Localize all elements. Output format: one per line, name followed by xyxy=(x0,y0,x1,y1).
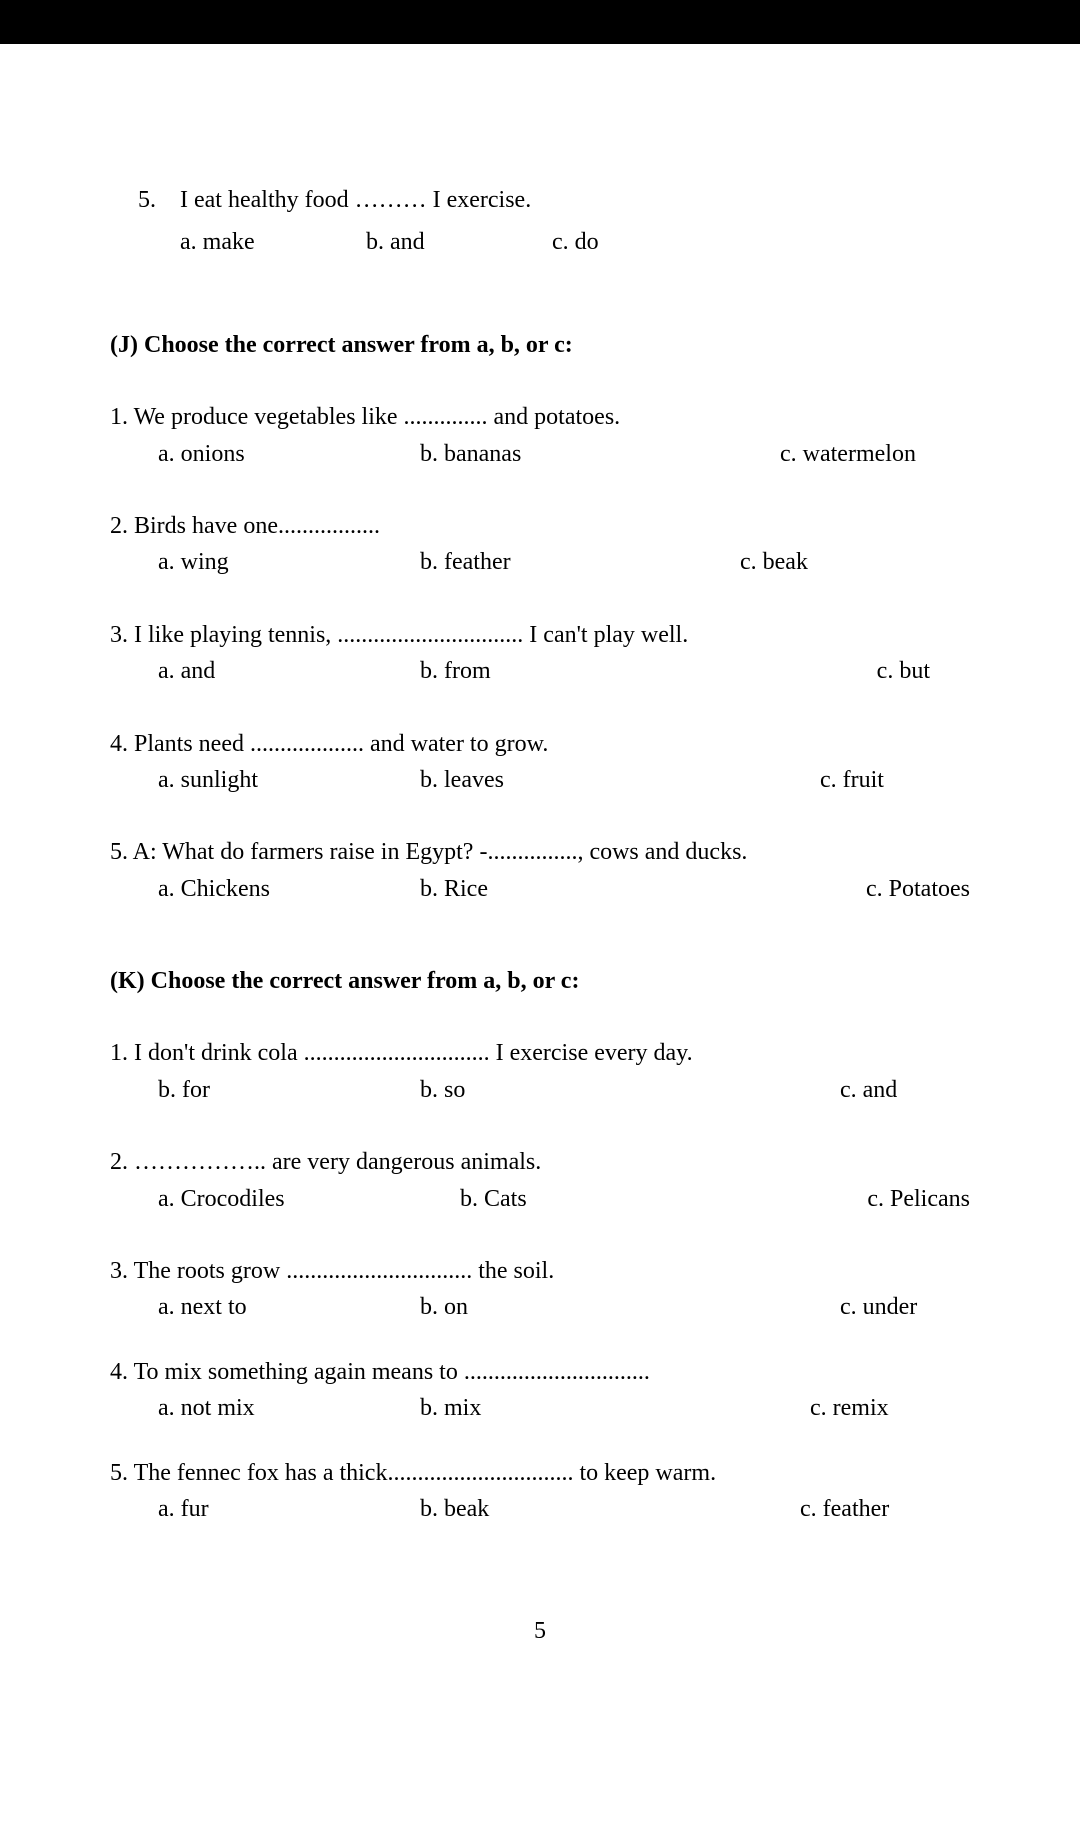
question-text: 1. We produce vegetables like ..........… xyxy=(110,401,970,433)
question-text: 2. …………….. are very dangerous animals. xyxy=(110,1146,970,1178)
option-b: b. beak xyxy=(420,1493,740,1525)
option-a: a. Crocodiles xyxy=(110,1183,420,1215)
option-b: b. and xyxy=(366,226,546,258)
option-b: b. bananas xyxy=(420,438,740,470)
question-text: 1. I don't drink cola ..................… xyxy=(110,1037,970,1069)
options-row: a. Chickens b. Rice c. Potatoes xyxy=(110,873,970,905)
section-k-heading: (K) Choose the correct answer from a, b,… xyxy=(110,965,970,997)
option-a: a. next to xyxy=(110,1291,420,1323)
question-j2: 2. Birds have one................. a. wi… xyxy=(110,510,970,579)
viewer-top-bar xyxy=(0,0,1080,44)
option-c: c. and xyxy=(740,1074,970,1106)
option-b: b. leaves xyxy=(420,764,740,796)
worksheet-page: 5. I eat healthy food ……… I exercise. a.… xyxy=(0,44,1080,1829)
option-b: b. mix xyxy=(420,1392,740,1424)
question-j1: 1. We produce vegetables like ..........… xyxy=(110,401,970,470)
question-top-5: 5. I eat healthy food ……… I exercise. xyxy=(110,184,970,216)
question-text: 5. The fennec fox has a thick...........… xyxy=(110,1457,970,1489)
option-b: b. feather xyxy=(420,546,740,578)
options-row: a. not mix b. mix c. remix xyxy=(110,1392,970,1424)
question-text: 3. The roots grow ......................… xyxy=(110,1255,970,1287)
section-j-heading: (J) Choose the correct answer from a, b,… xyxy=(110,329,970,361)
option-c: c. feather xyxy=(740,1493,970,1525)
question-text: 3. I like playing tennis, ..............… xyxy=(110,619,970,651)
question-k4: 4. To mix something again means to .....… xyxy=(110,1356,970,1425)
options-row: a. and b. from c. but xyxy=(110,655,970,687)
option-a: a. onions xyxy=(110,438,420,470)
option-a: a. fur xyxy=(110,1493,420,1525)
option-a: a. wing xyxy=(110,546,420,578)
option-c: c. but xyxy=(740,655,970,687)
question-k2: 2. …………….. are very dangerous animals. a… xyxy=(110,1146,970,1215)
option-c: c. beak xyxy=(740,546,970,578)
page-number: 5 xyxy=(110,1615,970,1647)
question-j5: 5. A: What do farmers raise in Egypt? -.… xyxy=(110,836,970,905)
question-k3: 3. The roots grow ......................… xyxy=(110,1255,970,1324)
option-b: b. from xyxy=(420,655,740,687)
option-c: c. remix xyxy=(740,1392,970,1424)
question-text: 4. To mix something again means to .....… xyxy=(110,1356,970,1388)
option-c: c. Pelicans xyxy=(740,1183,970,1215)
options-row: b. for b. so c. and xyxy=(110,1074,970,1106)
option-a: a. make xyxy=(180,226,360,258)
options-row: a. fur b. beak c. feather xyxy=(110,1493,970,1525)
options-row: a. onions b. bananas c. watermelon xyxy=(110,438,970,470)
option-a: a. Chickens xyxy=(110,873,420,905)
option-c: c. fruit xyxy=(740,764,970,796)
options-row: a. next to b. on c. under xyxy=(110,1291,970,1323)
question-j3: 3. I like playing tennis, ..............… xyxy=(110,619,970,688)
option-b: b. so xyxy=(420,1074,740,1106)
question-text: 5. A: What do farmers raise in Egypt? -.… xyxy=(110,836,970,868)
options-row: a. wing b. feather c. beak xyxy=(110,546,970,578)
question-k5: 5. The fennec fox has a thick...........… xyxy=(110,1457,970,1526)
options-row: a. Crocodiles b. Cats c. Pelicans xyxy=(110,1183,970,1215)
options-row: a. sunlight b. leaves c. fruit xyxy=(110,764,970,796)
question-text: 4. Plants need ................... and w… xyxy=(110,728,970,760)
options-row: a. make b. and c. do xyxy=(110,226,970,258)
option-c: c. watermelon xyxy=(740,438,970,470)
option-a: a. and xyxy=(110,655,420,687)
question-k1: 1. I don't drink cola ..................… xyxy=(110,1037,970,1106)
option-b: b. on xyxy=(420,1291,740,1323)
option-a: a. sunlight xyxy=(110,764,420,796)
option-a: b. for xyxy=(110,1074,420,1106)
option-b: b. Rice xyxy=(420,873,740,905)
option-c: c. Potatoes xyxy=(740,873,970,905)
option-a: a. not mix xyxy=(110,1392,420,1424)
option-b: b. Cats xyxy=(420,1183,740,1215)
question-j4: 4. Plants need ................... and w… xyxy=(110,728,970,797)
option-c: c. do xyxy=(552,226,599,258)
option-c: c. under xyxy=(740,1291,970,1323)
question-text: I eat healthy food ……… I exercise. xyxy=(180,187,531,213)
question-text: 2. Birds have one................. xyxy=(110,510,970,542)
question-number: 5. xyxy=(138,187,156,213)
